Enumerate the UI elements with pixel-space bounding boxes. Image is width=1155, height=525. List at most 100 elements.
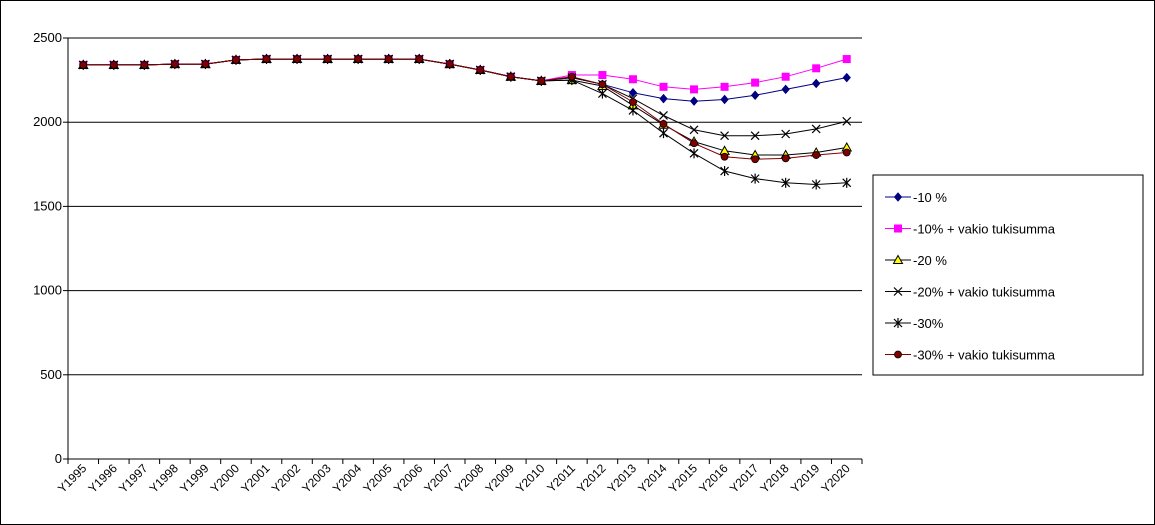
data-point bbox=[140, 61, 149, 69]
data-point bbox=[293, 55, 301, 63]
series-3 bbox=[77, 53, 853, 160]
data-point bbox=[750, 131, 760, 141]
data-point bbox=[476, 66, 485, 74]
series-line bbox=[83, 58, 847, 160]
x-tick-label: Y2020 bbox=[818, 461, 853, 496]
legend-item: -10 % bbox=[885, 190, 947, 205]
data-point bbox=[720, 82, 729, 91]
y-tick-label: 500 bbox=[40, 367, 62, 382]
data-point bbox=[750, 90, 760, 101]
data-point bbox=[597, 88, 607, 99]
data-point bbox=[842, 55, 851, 64]
x-tick-label: Y2005 bbox=[360, 461, 395, 496]
x-tick-label: Y2000 bbox=[208, 461, 243, 496]
data-point bbox=[893, 287, 903, 296]
data-point bbox=[893, 192, 903, 202]
series-4 bbox=[78, 54, 852, 141]
data-point bbox=[720, 166, 730, 177]
data-point bbox=[109, 61, 118, 69]
data-point bbox=[262, 55, 271, 63]
data-point bbox=[812, 151, 821, 159]
x-tick-label: Y2016 bbox=[696, 461, 731, 496]
data-point bbox=[598, 71, 607, 80]
data-point bbox=[690, 139, 698, 148]
data-point bbox=[811, 124, 821, 134]
data-point bbox=[894, 350, 902, 359]
x-tick-label: Y2002 bbox=[269, 461, 304, 496]
data-point bbox=[384, 55, 393, 63]
x-tick-label: Y2013 bbox=[605, 461, 640, 496]
data-point bbox=[781, 72, 790, 81]
data-point bbox=[323, 55, 332, 63]
x-tick-label: Y2015 bbox=[666, 461, 701, 496]
legend-label: -20% + vakio tukisumma bbox=[913, 285, 1056, 300]
x-tick-label: Y1996 bbox=[85, 461, 120, 496]
x-tick-label: Y1997 bbox=[116, 461, 151, 496]
data-point bbox=[842, 148, 851, 157]
axes bbox=[67, 38, 862, 460]
series-lines bbox=[77, 53, 853, 190]
data-point bbox=[892, 254, 904, 264]
legend: -10 % -10% + vakio tukisumma -20 % -20% + v… bbox=[872, 174, 1144, 376]
data-point bbox=[628, 87, 638, 98]
data-point bbox=[79, 61, 88, 69]
x-tick-label: Y2007 bbox=[421, 461, 456, 496]
x-tick-label: Y2003 bbox=[299, 461, 334, 496]
data-point bbox=[842, 177, 852, 188]
data-point bbox=[567, 72, 576, 81]
data-point bbox=[689, 96, 699, 106]
data-point bbox=[751, 155, 760, 164]
y-tick-label: 2000 bbox=[33, 114, 62, 129]
x-tick-label: Y2001 bbox=[238, 461, 273, 496]
data-point bbox=[659, 128, 668, 139]
data-point bbox=[659, 111, 668, 120]
y-tick-label: 0 bbox=[55, 451, 62, 466]
data-point bbox=[811, 179, 821, 190]
data-point bbox=[659, 93, 668, 104]
data-point bbox=[537, 77, 546, 85]
legend-item: -20 % bbox=[885, 253, 947, 268]
data-point bbox=[415, 55, 424, 63]
series-6 bbox=[79, 55, 851, 164]
x-tick-label: Y2017 bbox=[727, 461, 762, 496]
x-tick-label: Y2010 bbox=[513, 461, 548, 496]
data-point bbox=[629, 98, 637, 106]
data-point bbox=[170, 60, 179, 69]
gridlines bbox=[68, 37, 862, 376]
data-point bbox=[689, 148, 699, 159]
data-point bbox=[232, 55, 240, 64]
legend-label: -10 % bbox=[913, 190, 947, 205]
x-tick-label: Y2019 bbox=[788, 461, 823, 496]
data-point bbox=[842, 116, 852, 126]
data-point bbox=[720, 131, 730, 141]
data-point bbox=[750, 173, 760, 184]
data-point bbox=[812, 64, 821, 73]
x-tick-label: Y1995 bbox=[55, 461, 90, 496]
legend-item: -30% bbox=[885, 316, 944, 331]
legend-label: -30% + vakio tukisumma bbox=[913, 348, 1056, 363]
data-point bbox=[354, 55, 363, 63]
x-tick-label: Y2004 bbox=[330, 461, 365, 496]
legend-item: -20% + vakio tukisumma bbox=[885, 285, 1056, 300]
data-point bbox=[893, 318, 903, 328]
x-tick-label: Y2009 bbox=[482, 461, 517, 496]
series-line bbox=[83, 58, 847, 137]
y-axis-ticks: 0 500 1000 1500 2000 2500 bbox=[33, 30, 68, 466]
x-tick-label: Y2008 bbox=[452, 461, 487, 496]
y-tick-label: 1000 bbox=[33, 283, 62, 298]
data-point bbox=[506, 72, 515, 81]
x-tick-label: Y2018 bbox=[757, 461, 792, 496]
series-line bbox=[83, 58, 847, 102]
data-point bbox=[628, 105, 638, 116]
data-point bbox=[659, 82, 668, 91]
data-point bbox=[751, 78, 760, 87]
data-point bbox=[598, 80, 607, 89]
data-point bbox=[659, 119, 668, 128]
x-tick-label: Y1999 bbox=[177, 461, 212, 496]
data-point bbox=[781, 154, 790, 163]
data-point bbox=[720, 152, 729, 161]
legend-label: -10% + vakio tukisumma bbox=[913, 222, 1056, 237]
x-tick-label: Y2012 bbox=[574, 461, 609, 496]
data-point bbox=[628, 75, 637, 84]
x-tick-label: Y2006 bbox=[391, 461, 426, 496]
